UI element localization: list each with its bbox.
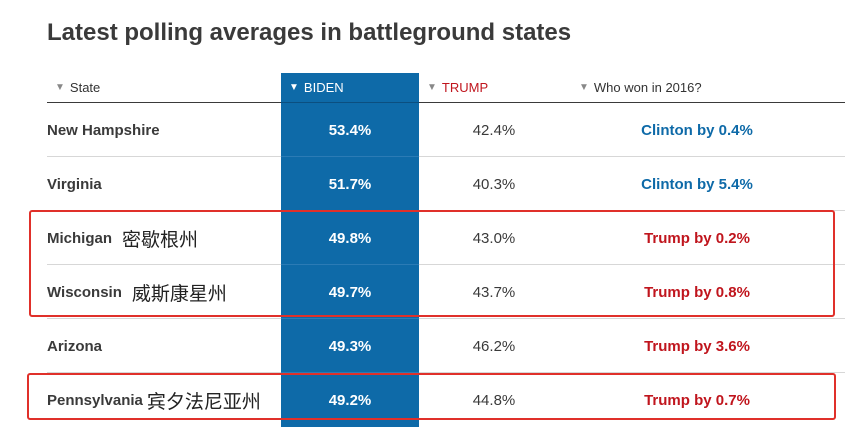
won-2016-value: Trump by 3.6%: [644, 337, 750, 355]
biden-value: 49.8%: [328, 229, 372, 247]
column-header-biden[interactable]: ▼ BIDEN: [289, 80, 344, 95]
state-cell: Pennsylvania 宾夕法尼亚州: [47, 373, 261, 427]
won-2016-value: Clinton by 5.4%: [641, 175, 753, 193]
won-2016-value: Trump by 0.8%: [644, 283, 750, 301]
column-header-label: TRUMP: [441, 80, 489, 95]
highlight-box-pennsylvania: [27, 373, 836, 420]
trump-value: 43.0%: [472, 229, 516, 247]
trump-value: 43.7%: [472, 283, 516, 301]
table-row: Arizona 49.3% 46.2% Trump by 3.6%: [47, 319, 845, 373]
state-cell: Michigan 密歇根州: [47, 211, 198, 265]
state-cell: Wisconsin 威斯康星州: [47, 265, 227, 319]
table-row: New Hampshire 53.4% 42.4% Clinton by 0.4…: [47, 103, 845, 157]
row-divider: [47, 318, 845, 319]
trump-value: 46.2%: [472, 337, 516, 355]
biden-value: 51.7%: [328, 175, 372, 193]
trump-value: 44.8%: [472, 391, 516, 409]
sort-triangle-icon: ▼: [579, 82, 589, 93]
state-name: Wisconsin: [47, 283, 122, 301]
state-name: New Hampshire: [47, 121, 160, 139]
sort-triangle-icon: ▼: [55, 82, 65, 93]
won-2016-value: Trump by 0.7%: [644, 391, 750, 409]
column-header-trump[interactable]: ▼ TRUMP: [427, 80, 488, 95]
state-name: Virginia: [47, 175, 102, 193]
state-name: Arizona: [47, 337, 103, 355]
biden-value: 49.3%: [328, 337, 372, 355]
biden-column-background: [281, 73, 419, 427]
state-name-chinese: 宾夕法尼亚州: [146, 391, 261, 413]
table-row: Wisconsin 威斯康星州 49.7% 43.7% Trump by 0.8…: [47, 265, 845, 319]
table-row: Pennsylvania 宾夕法尼亚州 49.2% 44.8% Trump by…: [47, 373, 845, 427]
row-divider: [281, 156, 419, 157]
row-divider: [281, 318, 419, 319]
row-divider: [281, 264, 419, 265]
biden-value: 49.2%: [328, 391, 372, 409]
trump-value: 40.3%: [472, 175, 516, 193]
biden-value: 53.4%: [328, 121, 372, 139]
table-header: ▼ State ▼ BIDEN ▼ TRUMP ▼ Who won in 201…: [47, 72, 845, 103]
page-title: Latest polling averages in battleground …: [47, 19, 572, 46]
state-cell: New Hampshire: [47, 103, 160, 157]
column-header-state[interactable]: ▼ State: [55, 80, 100, 95]
won-2016-value: Clinton by 0.4%: [641, 121, 753, 139]
biden-header-divider: [281, 102, 419, 103]
state-name-chinese: 密歇根州: [122, 229, 199, 251]
column-header-label: State: [69, 80, 101, 95]
state-cell: Arizona: [47, 319, 102, 373]
table-row: Virginia 51.7% 40.3% Clinton by 5.4%: [47, 157, 845, 211]
sort-triangle-icon: ▼: [427, 82, 437, 93]
biden-value: 49.7%: [328, 283, 372, 301]
state-name: Pennsylvania: [47, 391, 143, 409]
column-header-won2016[interactable]: ▼ Who won in 2016?: [579, 80, 702, 95]
state-cell: Virginia: [47, 157, 102, 211]
sort-triangle-icon: ▼: [289, 82, 299, 93]
row-divider: [47, 372, 845, 373]
trump-value: 42.4%: [472, 121, 516, 139]
highlight-box-michigan-wisconsin: [29, 210, 835, 317]
state-name-chinese: 威斯康星州: [131, 283, 227, 305]
row-divider: [47, 156, 845, 157]
column-header-label: Who won in 2016?: [593, 80, 702, 95]
row-divider: [47, 264, 845, 265]
column-header-label: BIDEN: [303, 80, 344, 95]
won-2016-value: Trump by 0.2%: [644, 229, 750, 247]
table-row: Michigan 密歇根州 49.8% 43.0% Trump by 0.2%: [47, 211, 845, 265]
state-name: Michigan: [47, 229, 113, 247]
row-divider: [281, 372, 419, 373]
